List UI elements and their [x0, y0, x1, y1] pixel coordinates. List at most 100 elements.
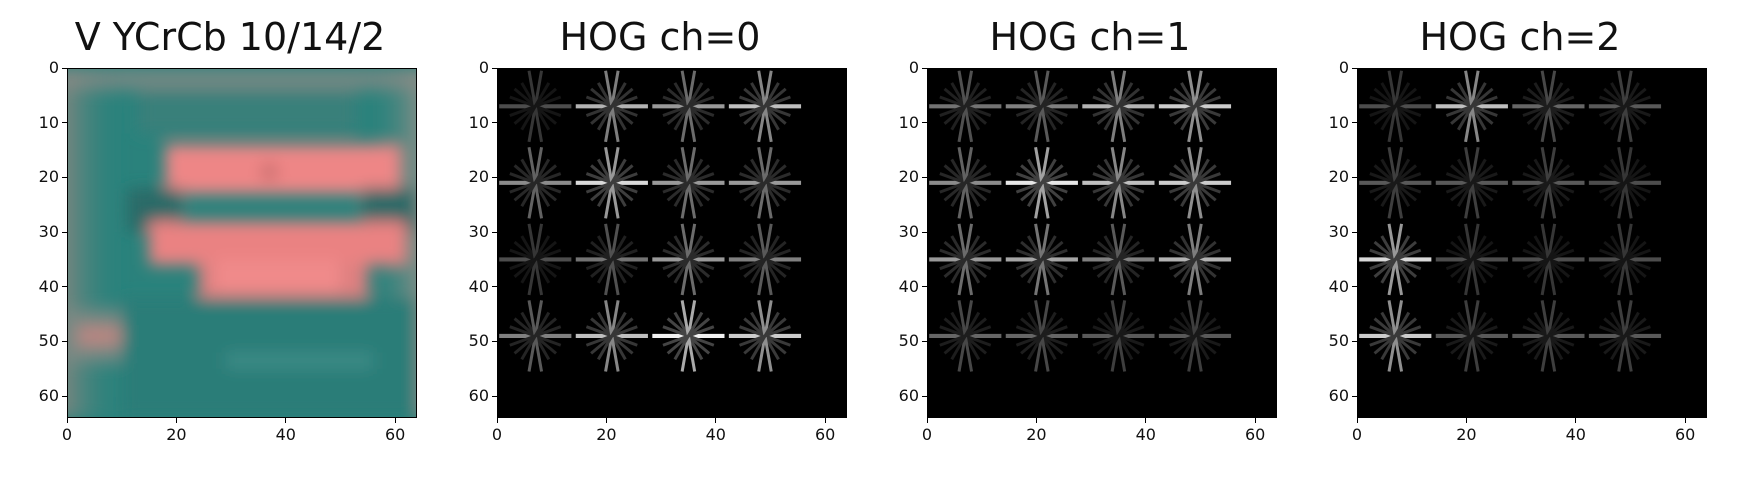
x-tick-mark [605, 418, 607, 423]
x-tick-label: 0 [921, 425, 933, 444]
x-tick-label: 0 [61, 425, 73, 444]
y-tick-mark [922, 176, 927, 178]
y-tick-mark [62, 395, 67, 397]
hog-cell [1435, 147, 1508, 219]
hog-cell [1005, 300, 1078, 372]
hog-orientation-line [509, 248, 562, 271]
hog-image [1359, 70, 1662, 372]
hog-orientation-line [1445, 325, 1498, 347]
hog-orientation-line [1092, 248, 1145, 271]
x-tick-label: 40 [1135, 425, 1156, 444]
x-tick-label: 60 [1244, 425, 1266, 444]
x-tick-mark [1145, 418, 1147, 423]
y-tick-mark [1352, 340, 1357, 342]
hog-cell [1588, 147, 1662, 219]
x-tick-mark [1356, 418, 1358, 423]
y-tick-label: 0 [48, 58, 59, 77]
y-tick-mark [62, 176, 67, 178]
y-tick-label: 10 [468, 112, 489, 132]
y-tick-mark [922, 395, 927, 397]
hog-cell [575, 147, 648, 219]
x-tick-label: 0 [1351, 425, 1363, 444]
hog-orientation-line [739, 325, 791, 347]
hog-orientation-line [662, 325, 715, 347]
x-tick-mark [496, 418, 498, 423]
x-tick-label: 20 [166, 425, 187, 444]
y-tick-label: 40 [898, 276, 919, 296]
y-tick-mark [922, 231, 927, 233]
y-tick-mark [492, 286, 497, 288]
hog-cell [1082, 300, 1155, 372]
hog-orientation-line [1169, 95, 1221, 117]
hog-orientation-line [585, 95, 638, 117]
x-tick-label: 40 [705, 425, 726, 444]
hog-cell [1158, 300, 1232, 372]
panel-image: V YCrCb 10/14/2 [20, 0, 440, 482]
hog-cell [1359, 147, 1432, 219]
hog-cell [1359, 70, 1432, 143]
x-tick-label: 40 [275, 425, 296, 444]
x-tick-mark [66, 418, 68, 423]
hog-orientation-line [1092, 172, 1145, 194]
x-tick-mark [1684, 418, 1686, 423]
hog-cell [1435, 300, 1508, 372]
hog-orientation-line [509, 95, 562, 117]
y-tick-mark [1352, 231, 1357, 233]
hog-cell [728, 300, 802, 372]
hog-cell [1158, 70, 1232, 143]
hog-cell [1512, 70, 1585, 143]
y-tick-label: 10 [38, 112, 59, 132]
hog-orientation-line [1092, 95, 1145, 117]
y-tick-mark [1352, 395, 1357, 397]
hog-orientation-line [509, 325, 562, 347]
hog-orientation-line [1015, 172, 1068, 194]
panel-hog-ch2: HOG ch=2 0 10 20 30 40 50 60 0 20 40 60 [1310, 0, 1730, 482]
hog-orientation-line [1169, 172, 1221, 194]
hog-cell [1588, 300, 1662, 372]
hog-cell [575, 223, 648, 296]
y-tick-mark [922, 67, 927, 69]
y-tick-label: 10 [898, 112, 919, 132]
hog-cell [1588, 70, 1662, 143]
hog-orientation-line [1015, 95, 1068, 117]
y-tick-label: 50 [898, 331, 919, 351]
y-tick-label: 0 [478, 58, 489, 77]
x-tick-mark [1035, 418, 1037, 423]
y-tick-mark [62, 231, 67, 233]
plot-area [1357, 68, 1707, 418]
y-tick-mark [922, 122, 927, 124]
y-tick-mark [1352, 122, 1357, 124]
hog-cell [652, 147, 725, 219]
hog-orientation-line [739, 95, 791, 117]
hog-cell [499, 70, 572, 143]
hog-orientation-line [1599, 325, 1651, 347]
hog-cell [1435, 223, 1508, 296]
y-tick-mark [492, 67, 497, 69]
hog-orientation-line [1369, 248, 1422, 271]
hog-cell [929, 147, 1002, 219]
x-tick-label: 40 [1565, 425, 1586, 444]
hog-cell [1359, 223, 1432, 296]
x-tick-label: 20 [1026, 425, 1047, 444]
hog-orientation-line [509, 172, 562, 194]
hog-cell [1588, 223, 1662, 296]
y-tick-mark [922, 286, 927, 288]
hog-cell [1512, 300, 1585, 372]
hog-cell [1005, 70, 1078, 143]
hog-cell [1512, 147, 1585, 219]
hog-orientation-line [1369, 172, 1422, 194]
hog-orientation-line [1522, 325, 1575, 347]
y-tick-mark [62, 67, 67, 69]
hog-orientation-line [1522, 172, 1575, 194]
hog-orientation-line [1169, 325, 1221, 347]
hog-image [929, 70, 1232, 372]
hog-orientation-line [1015, 248, 1068, 271]
hog-orientation-line [585, 248, 638, 271]
hog-cell [1082, 70, 1155, 143]
hog-orientation-line [939, 172, 992, 194]
y-tick-label: 40 [38, 276, 59, 296]
y-tick-mark [492, 176, 497, 178]
y-tick-label: 0 [908, 58, 919, 77]
hog-orientation-line [1599, 172, 1651, 194]
hog-orientation-line [1445, 95, 1498, 117]
